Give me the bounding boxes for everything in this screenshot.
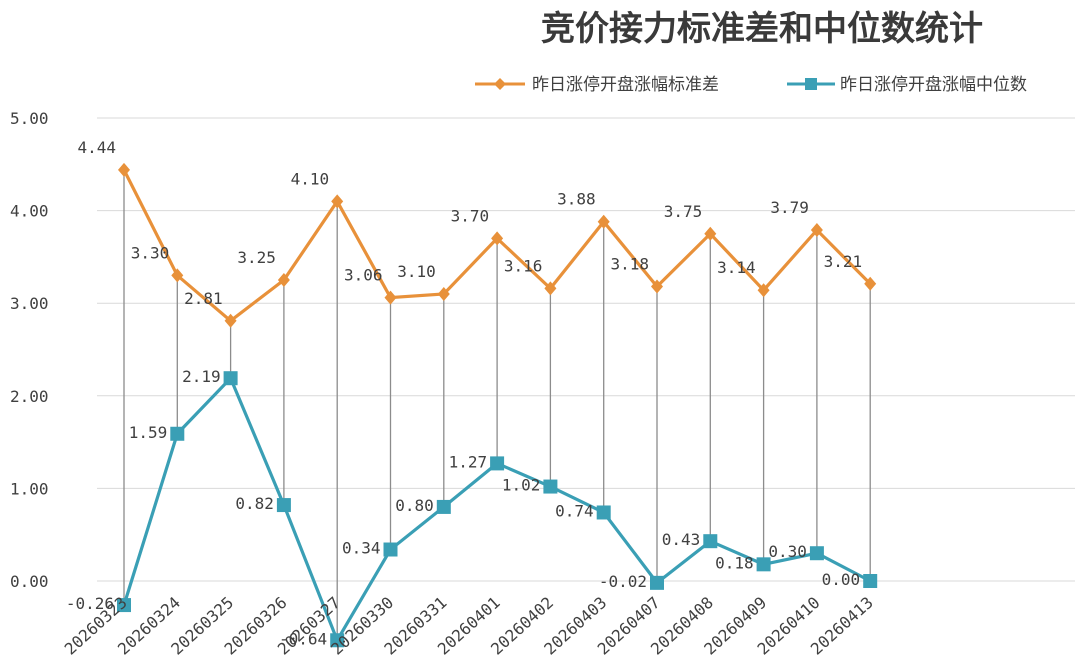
std-point	[224, 313, 237, 328]
median-data-label: 2.19	[182, 367, 221, 386]
median-point	[223, 371, 238, 386]
legend-label-std: 昨日涨停开盘涨幅标准差	[532, 75, 719, 95]
std-point	[597, 214, 610, 229]
std-data-label: 3.88	[557, 190, 596, 209]
median-data-label: 1.02	[502, 476, 541, 495]
y-tick-label: 4.00	[10, 202, 49, 221]
median-point	[650, 575, 664, 590]
std-point	[277, 273, 290, 288]
std-data-label: 3.75	[664, 202, 703, 221]
median-point	[703, 534, 718, 549]
std-data-label: 3.70	[451, 206, 490, 225]
legend-marker-std	[494, 78, 506, 90]
std-data-label: 3.25	[237, 248, 276, 267]
median-data-label: -0.64	[279, 629, 327, 648]
chart-title: 竞价接力标准差和中位数统计	[541, 9, 983, 49]
std-point	[118, 162, 130, 177]
y-tick-label: 3.00	[10, 294, 49, 313]
std-data-label: 3.21	[824, 252, 863, 271]
std-point	[704, 226, 717, 241]
std-data-label: 4.10	[291, 169, 330, 188]
median-data-label: 0.34	[342, 539, 381, 558]
std-point	[810, 223, 823, 238]
std-point	[491, 231, 504, 246]
std-data-label: 3.18	[610, 255, 649, 274]
median-point	[490, 456, 505, 471]
std-point	[331, 194, 344, 209]
median-point	[170, 426, 185, 441]
legend-marker-median	[805, 78, 817, 90]
std-point	[171, 268, 184, 283]
median-point	[117, 598, 131, 613]
std-point	[757, 283, 770, 298]
median-data-label: -0.26	[66, 594, 114, 613]
median-data-label: 0.80	[395, 496, 434, 515]
std-data-label: 3.79	[770, 198, 809, 217]
median-data-label: 0.74	[555, 501, 594, 520]
median-point	[276, 498, 291, 513]
std-data-label: 3.10	[397, 262, 436, 281]
median-data-label: 0.30	[768, 542, 807, 561]
median-data-label: 0.82	[235, 494, 274, 513]
std-data-label: 2.81	[184, 289, 223, 308]
median-point	[863, 574, 878, 588]
y-tick-label: 0.00	[10, 572, 49, 591]
std-point	[864, 276, 877, 291]
median-data-label: 1.27	[449, 452, 488, 471]
std-point	[651, 279, 663, 294]
legend-label-median: 昨日涨停开盘涨幅中位数	[840, 75, 1027, 95]
y-tick-label: 5.00	[10, 109, 49, 128]
std-point	[384, 290, 397, 305]
median-point	[436, 499, 451, 514]
median-data-label: 0.43	[662, 530, 701, 549]
median-data-label: 1.59	[129, 423, 168, 442]
std-data-label: 3.06	[344, 266, 383, 285]
median-point	[596, 505, 611, 520]
std-data-label: 3.16	[504, 256, 543, 275]
y-tick-label: 2.00	[10, 387, 49, 406]
median-point	[543, 479, 558, 494]
median-point	[756, 557, 771, 572]
std-point	[437, 286, 450, 301]
median-point	[809, 546, 824, 561]
std-data-label: 3.30	[131, 243, 170, 262]
std-point	[544, 281, 557, 296]
std-data-label: 4.44	[77, 138, 116, 157]
median-point	[330, 633, 345, 648]
median-data-label: 0.00	[822, 570, 861, 589]
median-point	[383, 542, 398, 557]
y-tick-label: 1.00	[10, 479, 49, 498]
median-data-label: -0.02	[599, 572, 647, 591]
std-data-label: 3.14	[717, 258, 756, 277]
median-data-label: 0.18	[715, 553, 754, 572]
